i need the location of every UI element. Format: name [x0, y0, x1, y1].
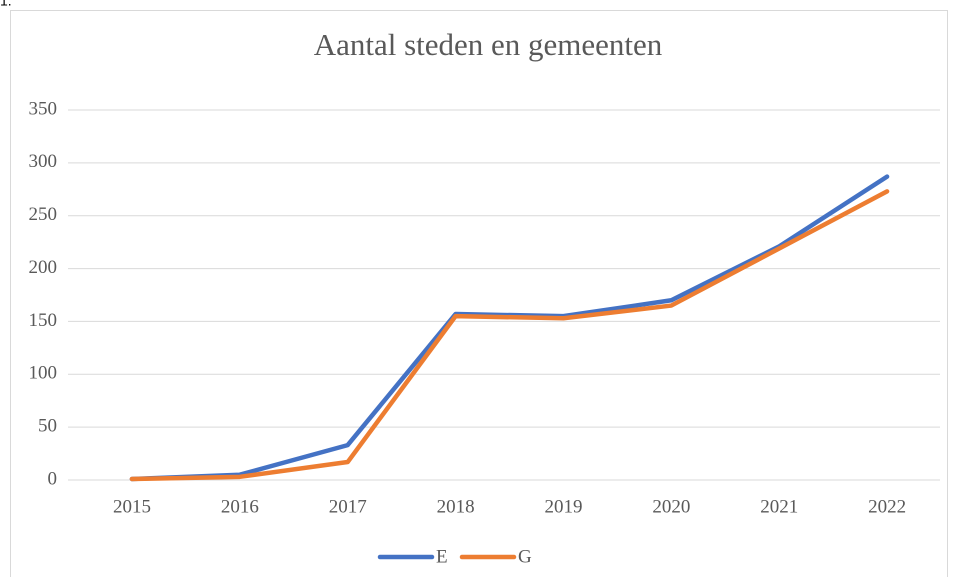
x-tick-label: 2018 [437, 496, 475, 517]
y-tick-label: 100 [29, 363, 58, 384]
chart-title: Aantal steden en gemeenten [314, 27, 663, 62]
x-tick-label: 2022 [868, 496, 906, 517]
x-tick-label: 2015 [113, 496, 151, 517]
line-series [129, 189, 890, 482]
chart-border [10, 10, 948, 577]
y-tick-label: 200 [29, 257, 58, 278]
x-tick-label: 2021 [760, 496, 798, 517]
x-tick-label: 2016 [221, 496, 259, 517]
y-tick-label: 50 [38, 416, 57, 437]
y-tick-label: 250 [29, 204, 58, 225]
y-tick-label: 150 [29, 310, 58, 331]
legend-label: G [518, 546, 532, 567]
caption: 1. [0, 0, 12, 9]
x-tick-label: 2020 [652, 496, 690, 517]
legend-label: E [436, 546, 448, 567]
y-tick-label: 0 [48, 468, 58, 489]
x-tick-label: 2019 [544, 496, 582, 517]
y-tick-label: 300 [29, 151, 58, 172]
x-tick-label: 2017 [329, 496, 367, 517]
y-tick-label: 350 [29, 98, 58, 119]
